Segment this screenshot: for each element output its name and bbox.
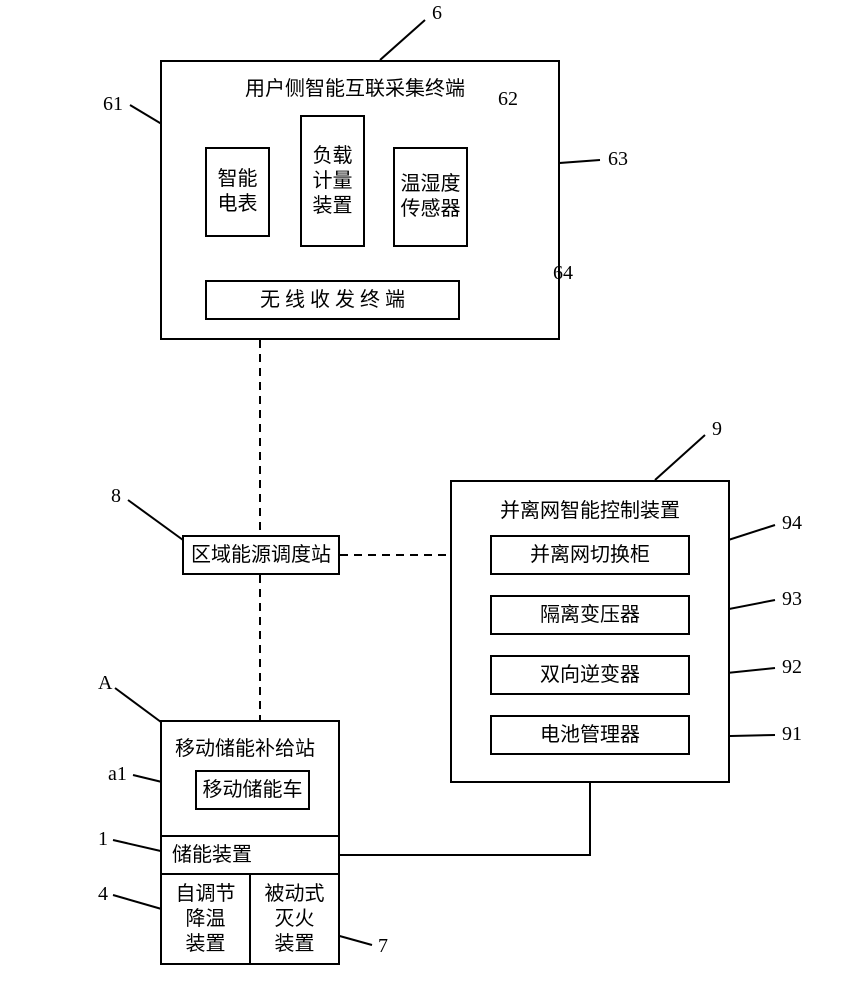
label-4: 4 [98, 883, 108, 906]
label-62: 62 [498, 88, 518, 111]
label-7: 7 [378, 935, 388, 958]
fire-box: 被动式 灭火 装置 [249, 873, 340, 965]
label-A: A [98, 672, 112, 695]
cooling-box: 自调节 降温 装置 [160, 873, 251, 965]
label-6: 6 [432, 2, 442, 25]
diagram-stage: 用户侧智能互联采集终端 智能 电表 负载 计量 装置 温湿度 传感器 无 线 收… [0, 0, 859, 1000]
label-91: 91 [782, 723, 802, 746]
smart-meter-box: 智能 电表 [205, 147, 270, 237]
right-group-title: 并离网智能控制装置 [500, 494, 680, 523]
label-93: 93 [782, 588, 802, 611]
bi-inverter-box: 双向逆变器 [490, 655, 690, 695]
label-a1: a1 [108, 763, 127, 786]
label-9: 9 [712, 418, 722, 441]
wireless-box: 无 线 收 发 终 端 [205, 280, 460, 320]
label-63: 63 [608, 148, 628, 171]
th-sensor-box: 温湿度 传感器 [393, 147, 468, 247]
label-8: 8 [111, 485, 121, 508]
top-group-title: 用户侧智能互联采集终端 [245, 72, 465, 101]
switch-cabinet-box: 并离网切换柜 [490, 535, 690, 575]
label-94: 94 [782, 512, 802, 535]
iso-transformer-box: 隔离变压器 [490, 595, 690, 635]
bottom-group-title: 移动储能补给站 [175, 732, 315, 761]
label-1: 1 [98, 828, 108, 851]
storage-box: 储能装置 [160, 835, 340, 875]
label-64: 64 [553, 262, 573, 285]
label-92: 92 [782, 656, 802, 679]
batt-mgr-box: 电池管理器 [490, 715, 690, 755]
load-meter-box: 负载 计量 装置 [300, 115, 365, 247]
dispatch-box: 区域能源调度站 [182, 535, 340, 575]
label-61: 61 [103, 93, 123, 116]
mobile-car-box: 移动储能车 [195, 770, 310, 810]
